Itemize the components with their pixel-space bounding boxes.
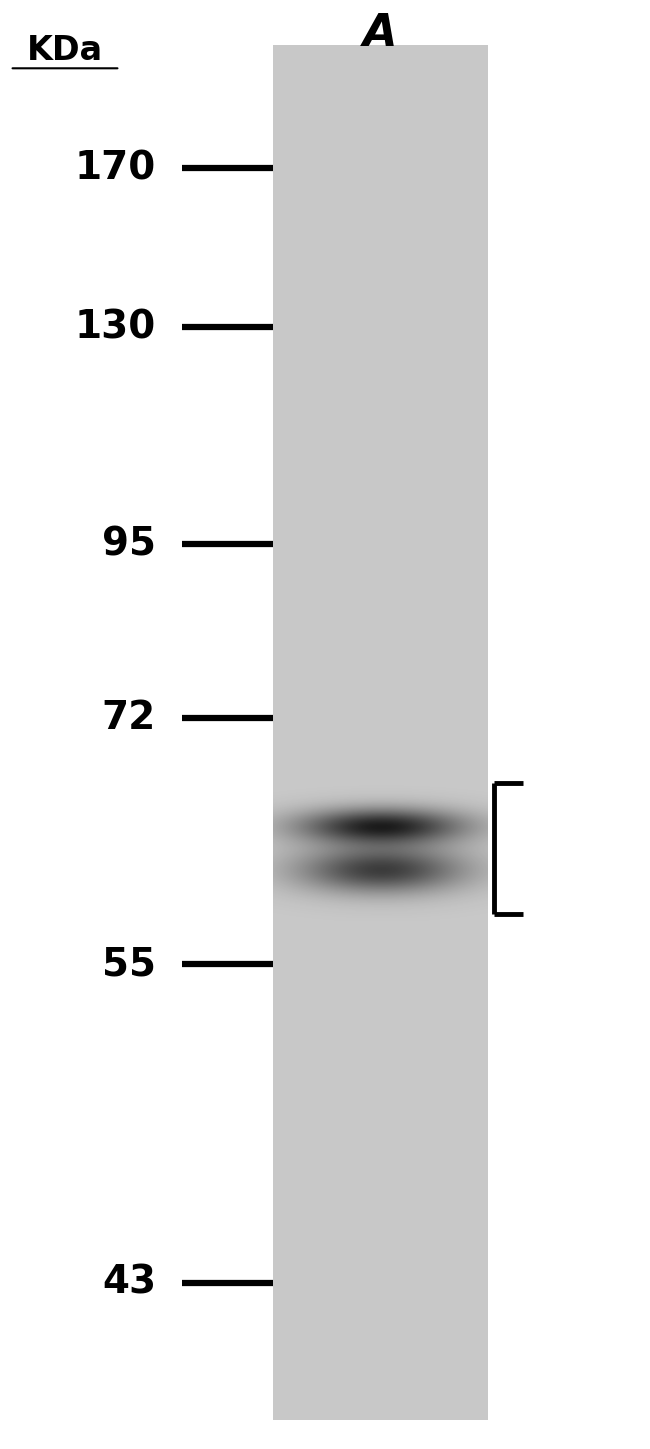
Text: 55: 55 — [102, 945, 156, 984]
Bar — [273, 45, 488, 1420]
Text: 95: 95 — [102, 526, 156, 564]
Text: 130: 130 — [75, 309, 156, 346]
Text: 170: 170 — [75, 149, 156, 187]
Text: KDa: KDa — [27, 33, 103, 67]
Text: A: A — [363, 12, 398, 55]
Text: 72: 72 — [102, 698, 156, 738]
Text: 43: 43 — [102, 1264, 156, 1301]
